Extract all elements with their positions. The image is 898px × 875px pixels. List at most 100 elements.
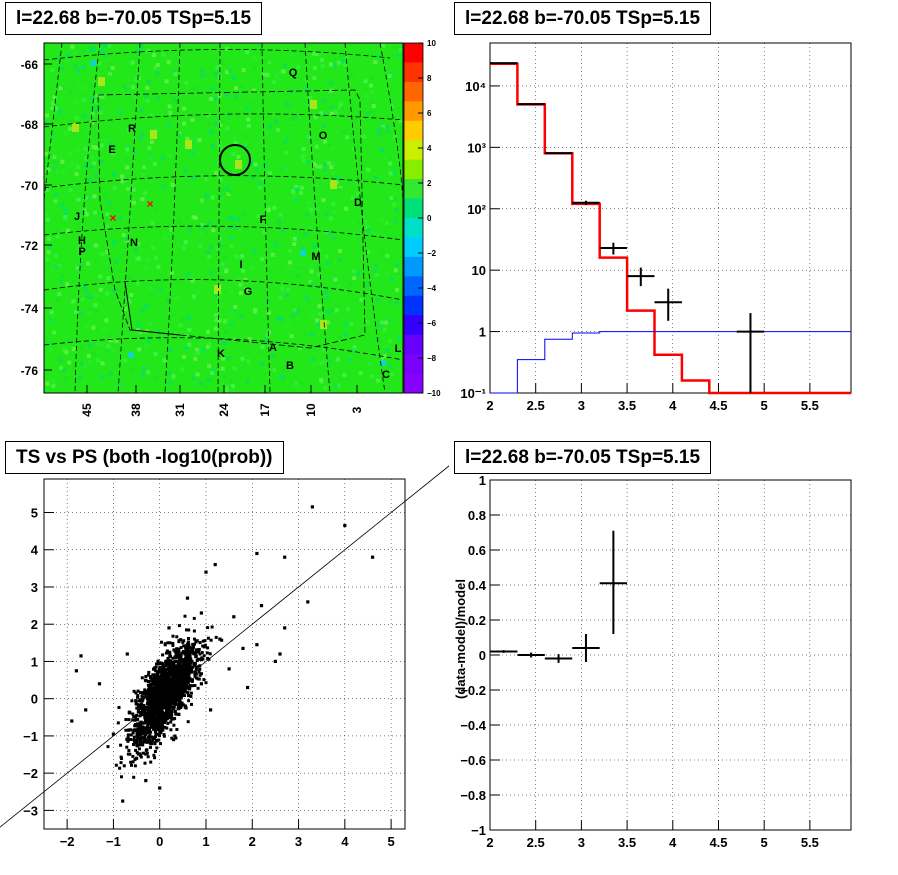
map-hot-pixel [330,180,337,189]
map-pixel [333,110,338,115]
map-pixel [231,388,236,393]
map-pixel [218,122,223,127]
map-pixel [76,197,81,202]
map-pixel [317,272,321,277]
map-pixel [83,146,88,151]
map-pixel [386,129,391,134]
scatter-y-tick-label: 5 [31,506,38,521]
scatter-point [202,654,206,658]
scatter-point [126,736,130,740]
scatter-point [159,661,163,665]
map-pixel [53,116,58,121]
map-pixel [163,235,168,240]
residual-y-tick-label: −1 [471,823,486,838]
map-pixel [168,223,173,228]
scatter-point [119,743,123,747]
map-pixel [274,74,279,79]
map-pixel [133,248,138,253]
map-pixel [81,48,86,53]
scatter-point [135,740,138,744]
scatter-point [206,626,210,630]
scatter-point [154,721,158,725]
scatter-point [145,729,148,733]
scatter-point [155,732,159,736]
map-pixel [332,62,337,67]
map-pixel [310,313,315,318]
map-pixel [365,282,370,286]
scatter-point [150,700,154,704]
scatter-point [155,746,159,750]
map-pixel [275,128,280,133]
scatter-point [198,641,202,645]
map-pixel [88,343,92,348]
map-pixel [67,151,72,156]
spectrum-data-point [654,288,682,321]
map-hot-pixel [98,77,105,86]
region-label-j: J [74,211,80,223]
map-pixel [107,343,112,348]
colorbar-segment [404,256,423,277]
map-pixel [111,267,116,272]
map-pixel [84,196,89,200]
map-pixel [320,282,325,287]
scatter-point [133,728,137,732]
map-pixel [48,315,52,320]
scatter-point [167,681,171,685]
map-pixel [57,55,62,60]
region-label-g: G [244,286,253,298]
map-pixel [151,53,156,58]
scatter-point [149,714,153,718]
map-pixel [330,308,335,313]
map-pixel [153,127,158,131]
map-pixel [76,245,81,250]
map-pixel [98,94,103,99]
scatter-point [153,690,157,694]
map-pixel [130,196,135,201]
scatter-point [162,734,166,738]
map-pixel [120,179,125,184]
map-pixel [278,213,283,217]
map-pixel [150,293,155,298]
spectrum-y-tick-label: 1 [479,325,486,340]
scatter-point [140,727,144,731]
map-pixel [266,310,271,315]
scatter-point [175,647,179,651]
map-pixel [326,161,331,165]
scatter-point [162,680,166,683]
scatter-point [147,710,151,714]
map-pixel [362,134,367,139]
scatter-point [178,663,182,667]
map-pixel [220,366,225,371]
map-pixel [76,214,81,219]
scatter-title: TS vs PS (both -log10(prob)) [5,441,284,474]
map-pixel [103,193,107,198]
scatter-point [173,660,177,664]
map-pixel [213,326,218,331]
map-pixel [224,330,229,335]
scatter-point [195,639,199,643]
map-pixel [303,333,308,338]
map-pixel [167,371,172,376]
scatter-point [137,704,141,708]
scatter-point [201,639,205,643]
scatter-point [143,721,147,725]
map-pixel [185,136,190,141]
scatter-point [143,705,147,709]
scatter-point [154,735,157,739]
map-pixel [221,356,226,361]
map-pixel [363,234,368,239]
scatter-point [148,695,151,699]
map-pixel [50,132,55,137]
map-pixel [351,147,356,152]
map-pixel [83,163,88,168]
map-pixel [57,109,62,114]
scatter-point [208,652,212,656]
region-label-f: F [260,214,267,226]
map-pixel [146,257,151,262]
scatter-point [141,725,145,729]
map-pixel [318,164,323,169]
map-pixel [301,246,305,251]
map-pixel [292,111,297,116]
